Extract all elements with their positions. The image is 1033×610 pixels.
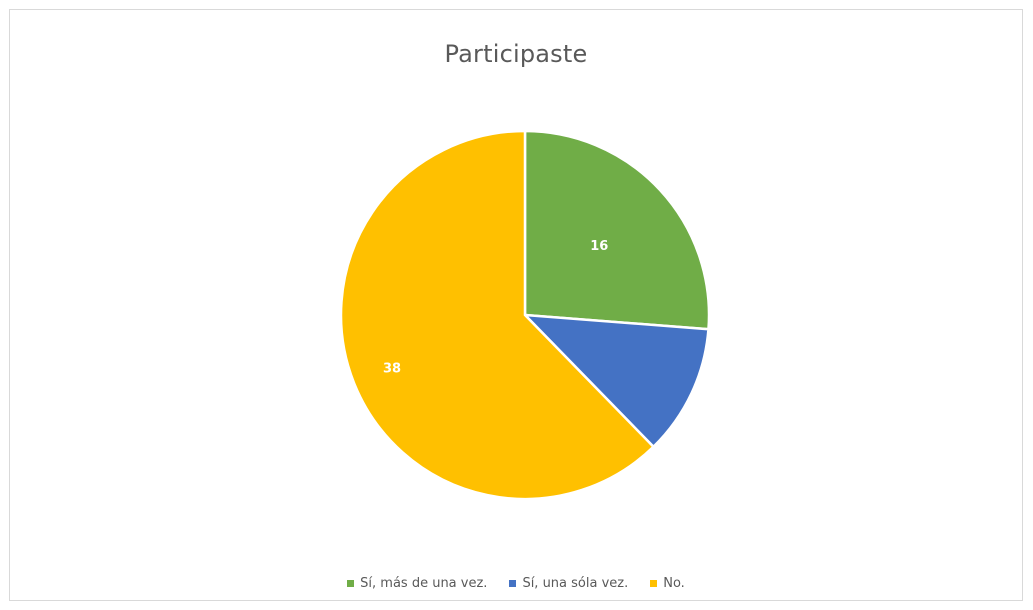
legend-label-2: No. [663, 576, 685, 591]
legend-swatch-1 [509, 580, 517, 587]
pie-slice-2 [339, 129, 656, 501]
chart-area: Participaste 16 38 Sí, más de una vez. Sí,… [9, 9, 1023, 601]
legend-label-0: Sí, más de una vez. [360, 576, 488, 591]
legend: Sí, más de una vez. Sí, una sóla vez. No. [10, 576, 1022, 591]
chart-title: Participaste [444, 40, 588, 68]
legend-item-1: Sí, una sóla vez. [509, 576, 628, 591]
legend-item-2: No. [650, 576, 685, 591]
pie-slice-label-2: 38 [383, 362, 401, 377]
legend-swatch-0 [347, 580, 355, 587]
legend-item-0: Sí, más de una vez. [347, 576, 487, 591]
legend-label-1: Sí, una sóla vez. [522, 576, 629, 591]
legend-swatch-2 [650, 580, 658, 587]
pie-slice-label-0: 16 [590, 239, 608, 254]
pie-slice-0 [523, 129, 711, 331]
pie-slice-1 [521, 313, 710, 449]
